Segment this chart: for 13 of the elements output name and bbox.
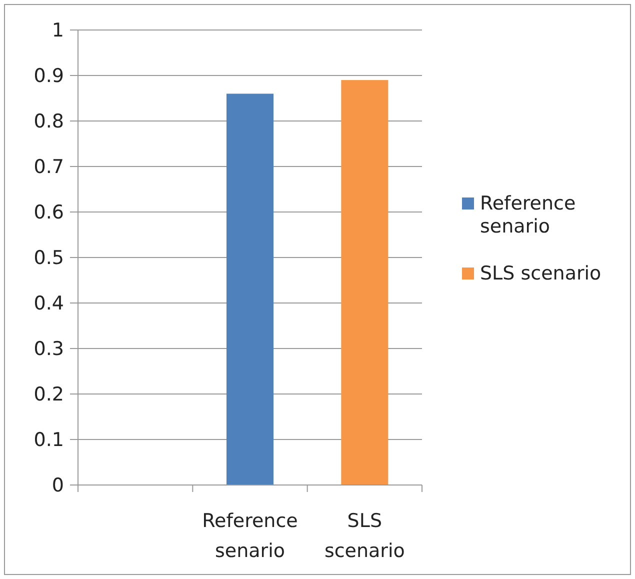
legend-label: SLS scenario	[480, 262, 602, 284]
y-tick-label: 0.9	[34, 65, 64, 88]
y-tick-label: 0.2	[34, 384, 64, 406]
y-tick-label: 0.6	[34, 202, 64, 224]
y-tick-label: 0.8	[34, 110, 64, 133]
y-tick-label: 1	[52, 20, 64, 42]
y-tick-label: 0.1	[34, 429, 64, 452]
y-tick-label: 0	[52, 474, 64, 497]
y-tick-label: 0.7	[34, 156, 64, 178]
y-tick-label: 0.3	[34, 338, 64, 360]
y-tick-label: 0.5	[34, 247, 64, 270]
y-tick-label: 0.4	[34, 292, 64, 315]
legend-label: Reference senario	[480, 192, 576, 238]
